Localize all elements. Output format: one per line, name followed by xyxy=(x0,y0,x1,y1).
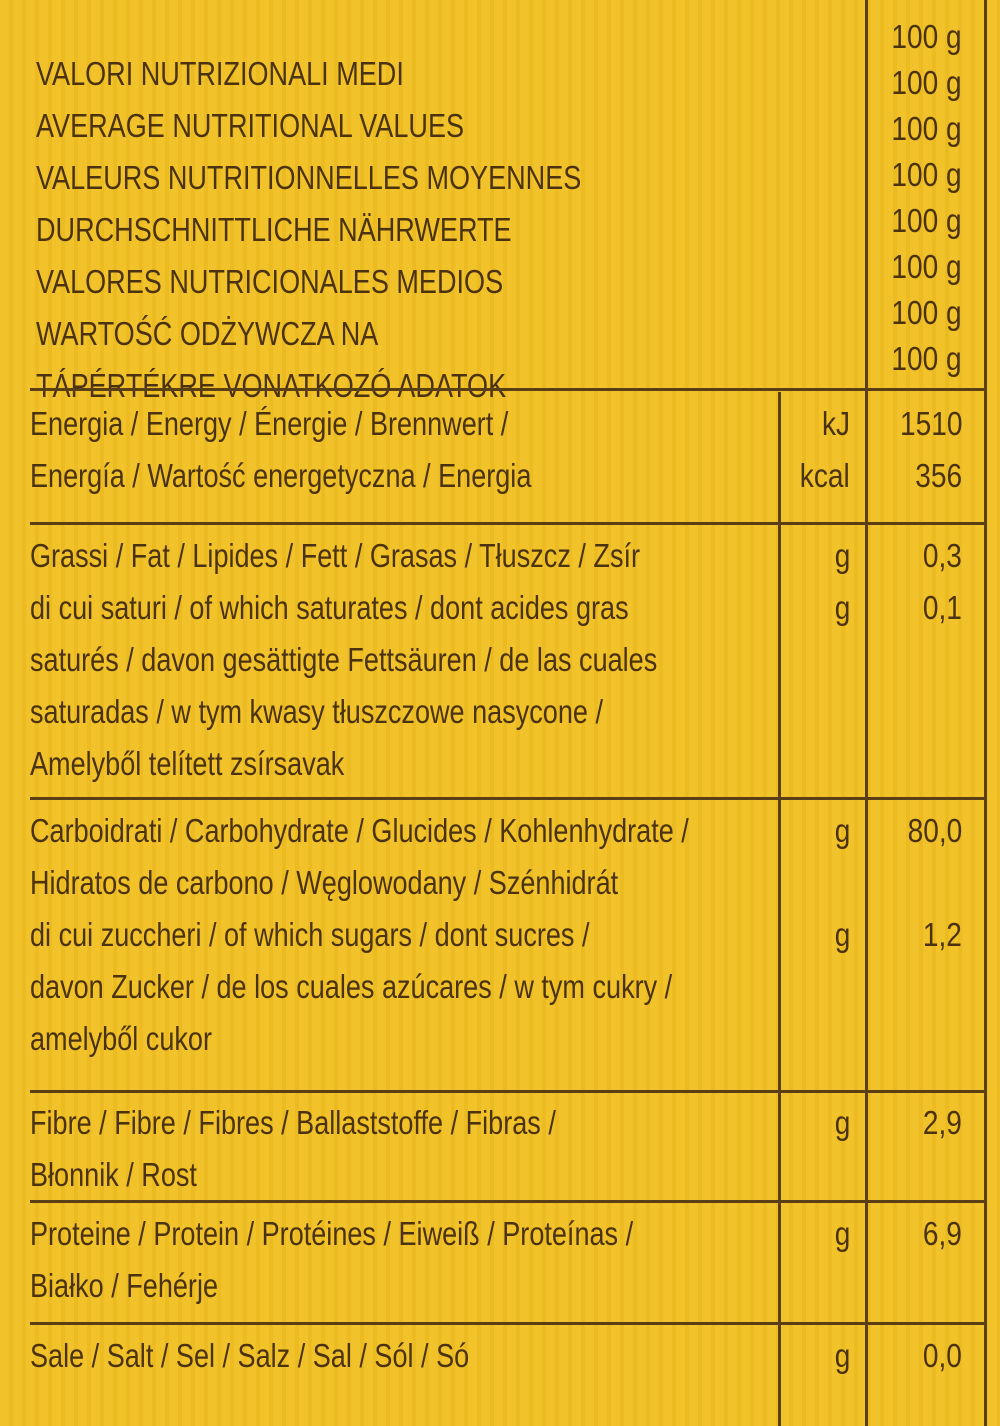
label-line: Proteine / Protein / Protéines / Eiweiß … xyxy=(30,1215,634,1252)
per-100g-label: 100 g xyxy=(891,248,962,285)
label-line: Grassi / Fat / Lipides / Fett / Grasas /… xyxy=(30,537,641,574)
unit: g xyxy=(834,1215,850,1252)
value: 0,0 xyxy=(923,1337,962,1374)
per-100g-label: 100 g xyxy=(891,18,962,55)
nutrient-row-label: Fibre / Fibre / Fibres / Ballaststoffe /… xyxy=(30,1097,790,1201)
label-line: Białko / Fehérje xyxy=(30,1267,219,1304)
nutrient-row-label: Sale / Salt / Sel / Salz / Sal / Sól / S… xyxy=(30,1330,790,1382)
unit: g xyxy=(834,1337,850,1374)
per-100g-label: 100 g xyxy=(891,64,962,101)
label-line: Energía / Wartość energetyczna / Energia xyxy=(30,457,532,494)
label-line: Hidratos de carbono / Węglowodany / Szén… xyxy=(30,864,619,901)
header-line: VALORES NUTRICIONALES MEDIOS xyxy=(36,263,504,300)
unit: g xyxy=(834,589,850,626)
value: 0,3 xyxy=(923,537,962,574)
row-divider xyxy=(30,388,987,391)
per-100g-label: 100 g xyxy=(891,202,962,239)
nutrient-row-label: Proteine / Protein / Protéines / Eiweiß … xyxy=(30,1208,790,1312)
label-line: Błonnik / Rost xyxy=(30,1156,197,1193)
column-divider xyxy=(778,392,781,1426)
label-line: di cui zuccheri / of which sugars / dont… xyxy=(30,916,590,953)
right-border xyxy=(984,0,987,1426)
row-divider xyxy=(30,522,987,525)
per-100g-label: 100 g xyxy=(891,110,962,147)
label-line: di cui saturi / of which saturates / don… xyxy=(30,589,629,626)
value: 0,1 xyxy=(923,589,962,626)
value: 2,9 xyxy=(923,1104,962,1141)
label-line: Amelyből telített zsírsavak xyxy=(30,745,345,782)
row-divider xyxy=(30,1200,987,1203)
label-line: saturadas / w tym kwasy tłuszczowe nasyc… xyxy=(30,693,604,730)
value: 80,0 xyxy=(907,812,962,849)
header-line: WARTOŚĆ ODŻYWCZA NA xyxy=(36,315,379,352)
header-line: VALEURS NUTRITIONNELLES MOYENNES xyxy=(36,159,582,196)
header-line: AVERAGE NUTRITIONAL VALUES xyxy=(36,107,465,144)
header-labels: VALORI NUTRIZIONALI MEDI AVERAGE NUTRITIO… xyxy=(36,48,796,412)
header-line: TÁPÉRTÉKRE VONATKOZÓ ADATOK xyxy=(36,367,507,404)
header-line: DURCHSCHNITTLICHE NÄHRWERTE xyxy=(36,211,512,248)
label-line: davon Zucker / de los cuales azúcares / … xyxy=(30,968,673,1005)
label-line: Sale / Salt / Sel / Salz / Sal / Sól / S… xyxy=(30,1337,470,1374)
column-divider xyxy=(865,0,868,1426)
nutrient-row-label: Energia / Energy / Énergie / Brennwert /… xyxy=(30,398,790,502)
value: 356 xyxy=(915,457,962,494)
value: 1,2 xyxy=(923,916,962,953)
label-line: amelyből cukor xyxy=(30,1020,212,1057)
unit: g xyxy=(834,812,850,849)
row-divider xyxy=(30,1090,987,1093)
per-100g-label: 100 g xyxy=(891,294,962,331)
value: 1510 xyxy=(899,405,962,442)
value: 6,9 xyxy=(923,1215,962,1252)
unit: g xyxy=(834,537,850,574)
unit: kcal xyxy=(800,457,850,494)
nutrient-row-label: Carboidrati / Carbohydrate / Glucides / … xyxy=(30,805,790,1065)
label-line: saturés / davon gesättigte Fettsäuren / … xyxy=(30,641,658,678)
row-divider xyxy=(30,797,987,800)
nutrient-row-label: Grassi / Fat / Lipides / Fett / Grasas /… xyxy=(30,530,790,790)
per-100g-label: 100 g xyxy=(891,340,962,377)
label-line: Energia / Energy / Énergie / Brennwert / xyxy=(30,405,509,442)
row-divider xyxy=(30,1322,987,1325)
header-line: VALORI NUTRIZIONALI MEDI xyxy=(36,55,404,92)
per-100g-label: 100 g xyxy=(891,156,962,193)
unit: kJ xyxy=(821,405,850,442)
unit: g xyxy=(834,1104,850,1141)
label-line: Fibre / Fibre / Fibres / Ballaststoffe /… xyxy=(30,1104,556,1141)
unit: g xyxy=(834,916,850,953)
label-line: Carboidrati / Carbohydrate / Glucides / … xyxy=(30,812,689,849)
